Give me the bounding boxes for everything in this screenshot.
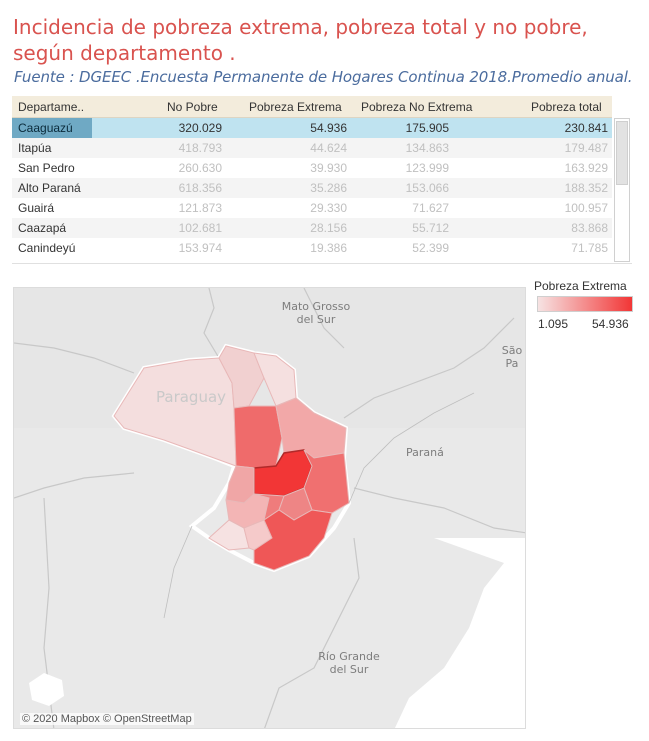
cell-departamento: Alto Paraná — [18, 181, 81, 195]
table-row[interactable]: San Pedro 260.630 39.930 123.999 163.929 — [12, 158, 612, 178]
cell-pobreza-total: 83.868 — [571, 221, 608, 235]
cell-pobreza-no-extrema: 55.712 — [412, 221, 449, 235]
table-row[interactable]: Caaguazú 320.029 54.936 175.905 230.841 — [12, 118, 612, 138]
rivers — [163, 392, 475, 619]
table-row[interactable]: Itapúa 418.793 44.624 134.863 179.487 — [12, 138, 612, 158]
table-header: Departame.. No Pobre Pobreza Extrema Pob… — [12, 96, 612, 118]
cell-pobreza-extrema: 44.624 — [310, 141, 347, 155]
ocean-area — [394, 538, 525, 728]
header-pobreza-total[interactable]: Pobreza total — [531, 100, 602, 114]
legend-max-value: 54.936 — [592, 317, 629, 331]
cell-departamento: Canindeyú — [18, 241, 76, 255]
cell-pobreza-total: 71.785 — [571, 241, 608, 255]
cell-pobreza-extrema: 19.386 — [310, 241, 347, 255]
lagoon — [29, 673, 64, 706]
cell-departamento: Caaguazú — [12, 118, 92, 138]
scrollbar-thumb[interactable] — [616, 121, 628, 185]
label-rio-grande: Río Grande del Sur — [318, 650, 380, 676]
cell-departamento: Guairá — [18, 201, 55, 215]
cell-no-pobre: 320.029 — [178, 121, 222, 135]
cell-pobreza-total: 230.841 — [564, 121, 608, 135]
header-no-pobre[interactable]: No Pobre — [167, 100, 218, 114]
cell-departamento: San Pedro — [18, 161, 75, 175]
cell-pobreza-no-extrema: 123.999 — [405, 161, 449, 175]
dept-san-pedro[interactable] — [233, 405, 283, 469]
cell-pobreza-no-extrema: 153.066 — [405, 181, 449, 195]
cell-pobreza-no-extrema: 175.905 — [405, 121, 449, 135]
header-pobreza-no-extrema[interactable]: Pobreza No Extrema — [361, 100, 473, 114]
header-pobreza-extrema[interactable]: Pobreza Extrema — [249, 100, 342, 114]
cell-pobreza-total: 163.929 — [564, 161, 608, 175]
cell-pobreza-total: 179.487 — [564, 141, 608, 155]
cell-pobreza-no-extrema: 71.627 — [412, 201, 449, 215]
cell-no-pobre: 260.630 — [178, 161, 222, 175]
cell-no-pobre: 121.873 — [178, 201, 222, 215]
cell-pobreza-no-extrema: 134.863 — [405, 141, 449, 155]
chart-title: Incidencia de pobreza extrema, pobreza t… — [13, 15, 588, 65]
choropleth-map[interactable]: Mato Grosso del Sur São Pa Paraná Río Gr… — [13, 287, 526, 729]
cell-pobreza-extrema: 35.286 — [310, 181, 347, 195]
cell-pobreza-extrema: 54.936 — [310, 121, 347, 135]
legend-min-value: 1.095 — [538, 317, 569, 331]
dept-alto-parana[interactable] — [303, 449, 350, 514]
table-row[interactable]: Guairá 121.873 29.330 71.627 100.957 — [12, 198, 612, 218]
cell-pobreza-total: 188.352 — [564, 181, 608, 195]
data-table: Departame.. No Pobre Pobreza Extrema Pob… — [12, 96, 632, 266]
legend-color-ramp — [537, 296, 633, 312]
cell-pobreza-no-extrema: 52.399 — [412, 241, 449, 255]
cell-pobreza-extrema: 28.156 — [310, 221, 347, 235]
label-paraguay: Paraguay — [156, 388, 227, 406]
table-scrollbar[interactable] — [614, 118, 630, 262]
map-attribution[interactable]: © 2020 Mapbox © OpenStreetMap — [20, 713, 194, 725]
cell-no-pobre: 153.974 — [178, 241, 222, 255]
dept-itapua[interactable] — [253, 509, 333, 571]
table-row[interactable]: Caazapá 102.681 28.156 55.712 83.868 — [12, 218, 612, 238]
label-parana: Paraná — [406, 446, 444, 459]
label-mato-grosso: Mato Grosso del Sur — [281, 300, 351, 326]
cell-pobreza-extrema: 39.930 — [310, 161, 347, 175]
label-sao-paulo: São Pa — [501, 344, 523, 370]
cell-pobreza-total: 100.957 — [564, 201, 608, 215]
table-body: Caaguazú 320.029 54.936 175.905 230.841 Itapú… — [12, 118, 612, 258]
country-borders — [14, 288, 525, 728]
table-divider — [12, 263, 632, 264]
header-departamento[interactable]: Departame.. — [18, 100, 85, 114]
legend-title: Pobreza Extrema — [534, 279, 627, 293]
cell-no-pobre: 418.793 — [178, 141, 222, 155]
table-row[interactable]: Canindeyú 153.974 19.386 52.399 71.785 — [12, 238, 612, 258]
cell-pobreza-extrema: 29.330 — [310, 201, 347, 215]
cell-no-pobre: 618.356 — [178, 181, 222, 195]
dept-alto-paraguay[interactable] — [218, 345, 265, 409]
cell-departamento: Itapúa — [18, 141, 52, 155]
chart-subtitle: Fuente : DGEEC .Encuesta Permanente de H… — [14, 68, 633, 86]
map-canvas — [14, 288, 525, 728]
cell-no-pobre: 102.681 — [178, 221, 222, 235]
table-row[interactable]: Alto Paraná 618.356 35.286 153.066 188.352 — [12, 178, 612, 198]
cell-departamento: Caazapá — [18, 221, 67, 235]
departments — [113, 345, 350, 571]
